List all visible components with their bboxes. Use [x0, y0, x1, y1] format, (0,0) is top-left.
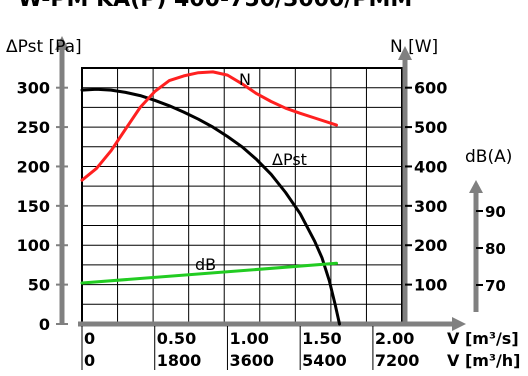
bottom-axis-arrow: [452, 317, 466, 331]
curves: [80, 70, 341, 326]
left-tick-label: 200: [17, 157, 50, 176]
annotation-db: dB: [195, 255, 216, 274]
power-tick-label: 300: [414, 197, 447, 216]
power-tick-label: 200: [414, 236, 447, 255]
x-tick-label: 0: [84, 329, 95, 348]
annotation-n: N: [239, 70, 251, 89]
x-secondary-tick-label: 7200: [375, 351, 420, 370]
x-tick-label: 0.50: [157, 329, 196, 348]
sound-axis-label: dB(A): [465, 147, 512, 167]
pressure-curve: [80, 87, 341, 326]
power-tick-label: 400: [414, 157, 447, 176]
power-tick-label: 600: [414, 79, 447, 98]
left-tick-label: 300: [17, 79, 50, 98]
sound-axis-arrow: [469, 180, 483, 193]
left-axis-label: ΔPst [Pa]: [6, 37, 82, 57]
left-axis-ticks: 0 50 100 150 200 250 300: [17, 79, 68, 334]
x-tick-label: 2.00: [375, 329, 414, 348]
left-tick-label: 150: [17, 197, 50, 216]
sound-axis-ticks: 70 80 90: [476, 203, 506, 295]
sound-tick-label: 90: [485, 203, 506, 221]
x-tick-label: 1.50: [302, 329, 341, 348]
left-axis-arrow: [55, 36, 69, 50]
bottom-axis-ticks: 0 0 0.50 1800 1.00 3600 1.50 5400 2.00 7200: [81, 326, 420, 370]
power-axis-ticks: 100 200 300 400 500 600: [405, 79, 447, 295]
power-tick-label: 500: [414, 118, 447, 137]
x-secondary-tick-label: 3600: [229, 351, 274, 370]
x-axis-label-secondary: V [m³/h]: [447, 351, 521, 370]
annotation-dpst: ΔPst: [272, 150, 307, 169]
header-title: W-PM KA(P) 400-750/3000/PMM: [18, 0, 412, 12]
x-secondary-tick-label: 1800: [157, 351, 202, 370]
x-secondary-tick-label: 5400: [302, 351, 347, 370]
power-axis-arrow: [398, 46, 412, 60]
plot-area: [81, 67, 403, 325]
sound-tick-label: 80: [485, 240, 506, 258]
x-secondary-tick-label: 0: [84, 351, 95, 370]
left-tick-label: 50: [28, 276, 50, 295]
left-tick-label: 100: [17, 236, 50, 255]
left-tick-label: 250: [17, 118, 50, 137]
sound-curve: [80, 261, 338, 285]
left-tick-label: 0: [39, 315, 50, 334]
power-tick-label: 100: [414, 276, 447, 295]
power-curve: [80, 70, 338, 182]
x-tick-label: 1.00: [229, 329, 268, 348]
sound-tick-label: 70: [485, 277, 506, 295]
power-axis-label: N [W]: [390, 37, 438, 57]
x-axis-label-primary: V [m³/s]: [447, 329, 519, 348]
